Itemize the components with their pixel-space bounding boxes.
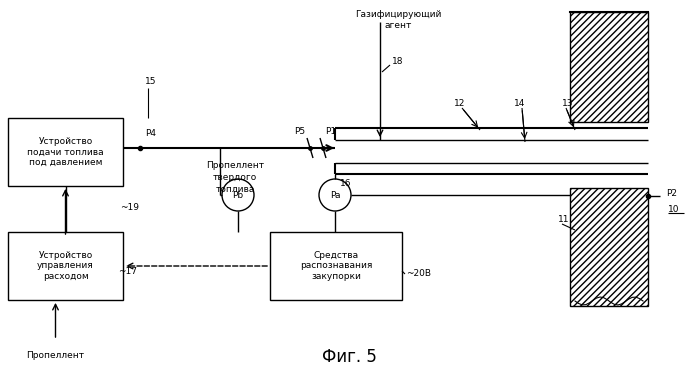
Text: Газифицирующий
агент: Газифицирующий агент [355, 10, 441, 30]
Circle shape [222, 179, 254, 211]
Bar [570, 188, 648, 306]
Text: ~20B: ~20B [406, 269, 431, 279]
Text: ~19: ~19 [120, 204, 139, 212]
Text: 16: 16 [340, 179, 352, 188]
Text: 18: 18 [392, 57, 403, 67]
Text: P4: P4 [145, 130, 156, 138]
Text: топлива: топлива [215, 185, 254, 195]
Text: твердого: твердого [213, 174, 257, 182]
Text: Пропеллент: Пропеллент [206, 161, 264, 171]
Text: Pa: Pa [330, 191, 340, 199]
Text: Pb: Pb [233, 191, 243, 199]
Text: P1: P1 [325, 128, 336, 137]
Text: Пропеллент: Пропеллент [27, 350, 85, 360]
Bar [270, 232, 402, 300]
Text: 14: 14 [514, 98, 526, 108]
Text: Средства
распознавания
закупорки: Средства распознавания закупорки [300, 251, 372, 281]
Text: P5: P5 [294, 128, 305, 137]
Text: 11: 11 [558, 215, 570, 225]
Text: 13: 13 [562, 98, 574, 108]
Text: Устройство
подачи топлива
под давлением: Устройство подачи топлива под давлением [27, 137, 104, 167]
Text: 15: 15 [145, 77, 157, 87]
Text: Устройство
управления
расходом: Устройство управления расходом [37, 251, 94, 281]
Text: P2: P2 [666, 188, 677, 198]
Circle shape [319, 179, 351, 211]
Text: Фиг. 5: Фиг. 5 [322, 348, 377, 366]
Bar [570, 12, 648, 122]
Bar [8, 118, 123, 186]
Bar [8, 232, 123, 300]
Text: 12: 12 [454, 98, 466, 108]
Text: ~17: ~17 [118, 268, 137, 276]
Text: 10: 10 [668, 205, 679, 215]
